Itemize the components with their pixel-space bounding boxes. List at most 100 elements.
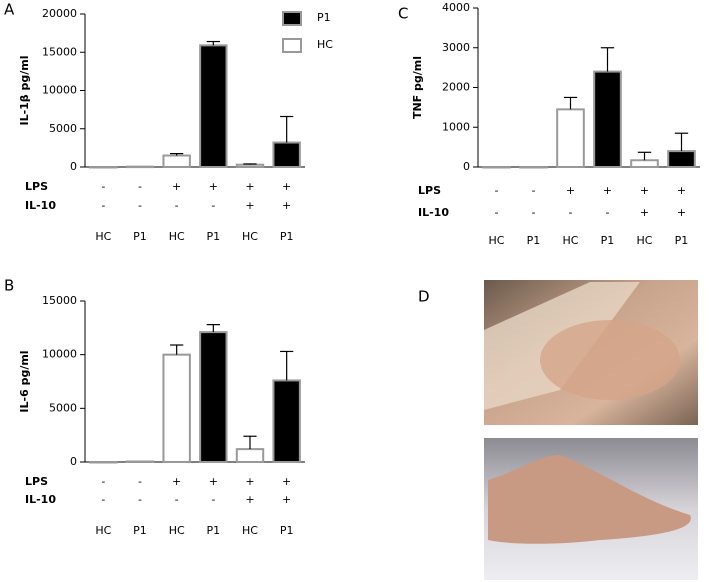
condition-value: + (245, 493, 254, 506)
condition-label: IL-10 (25, 199, 56, 212)
y-tick-label: 0 (70, 455, 77, 468)
condition-value: - (495, 206, 499, 219)
error-bar (206, 324, 220, 333)
error-bar (243, 435, 257, 450)
condition-label: LPS (418, 184, 441, 197)
y-tick-label: 5000 (49, 401, 77, 414)
condition-value: + (677, 206, 686, 219)
x-tick-label: P1 (133, 524, 147, 537)
condition-value: + (282, 180, 291, 193)
bar (199, 44, 228, 169)
error-bar (600, 47, 615, 72)
condition-value: - (495, 184, 499, 197)
bar (482, 166, 511, 169)
y-tick-label: 10000 (42, 84, 77, 97)
y-tick-label: 20000 (42, 7, 77, 20)
bar (89, 166, 118, 169)
condition-value: + (209, 475, 218, 488)
x-tick-label: HC (95, 230, 111, 243)
y-tick-label: 15000 (42, 45, 77, 58)
photo-hands (484, 280, 698, 425)
y-axis-label: TNF pg/ml (411, 56, 424, 119)
condition-value: - (101, 493, 105, 506)
y-axis-label: IL-1β pg/ml (18, 55, 31, 125)
bar (667, 150, 696, 169)
legend-swatch (282, 11, 302, 26)
x-tick-label: HC (489, 234, 505, 247)
bar (162, 353, 191, 463)
condition-value: - (175, 493, 179, 506)
bar (593, 70, 622, 168)
panel-label: D (418, 288, 430, 306)
bar (199, 331, 228, 464)
x-tick-label: HC (637, 234, 653, 247)
condition-label: IL-10 (25, 493, 56, 506)
bar (272, 379, 301, 463)
y-tick-label: 4000 (442, 1, 470, 14)
y-tick-label: 0 (70, 160, 77, 173)
condition-value: - (138, 180, 142, 193)
y-tick-label: 2000 (442, 81, 470, 94)
legend-label: HC (317, 38, 333, 51)
error-bar (243, 163, 257, 165)
error-bar (280, 350, 294, 381)
condition-label: IL-10 (418, 206, 449, 219)
x-tick-label: P1 (207, 230, 221, 243)
y-tick-label: 0 (463, 160, 470, 173)
photo-foot (484, 438, 698, 580)
condition-value: - (569, 206, 573, 219)
y-tick-label: 15000 (42, 294, 77, 307)
condition-value: + (245, 475, 254, 488)
condition-value: - (532, 206, 536, 219)
bar (89, 461, 118, 464)
condition-value: - (138, 493, 142, 506)
x-tick-label: HC (169, 524, 185, 537)
bar (272, 141, 301, 169)
y-tick-label: 5000 (49, 122, 77, 135)
x-tick-label: P1 (207, 524, 221, 537)
bar (556, 108, 585, 169)
condition-value: + (603, 184, 612, 197)
condition-value: + (566, 184, 575, 197)
error-bar (637, 151, 652, 161)
error-bar (206, 40, 220, 46)
condition-value: - (211, 493, 215, 506)
y-axis-label: IL-6 pg/ml (18, 350, 31, 412)
bar (125, 165, 155, 169)
condition-value: + (282, 199, 291, 212)
error-bar (170, 344, 184, 355)
x-tick-label: P1 (601, 234, 615, 247)
bar (235, 163, 265, 169)
x-tick-label: HC (563, 234, 579, 247)
panel-label: C (398, 5, 408, 23)
condition-value: + (245, 180, 254, 193)
y-tick-label: 3000 (442, 41, 470, 54)
x-tick-label: HC (242, 524, 258, 537)
x-tick-label: P1 (527, 234, 541, 247)
condition-value: - (101, 199, 105, 212)
x-tick-label: HC (242, 230, 258, 243)
x-tick-label: P1 (280, 230, 294, 243)
error-bar (280, 115, 294, 143)
condition-value: - (606, 206, 610, 219)
condition-value: - (101, 475, 105, 488)
condition-value: - (175, 199, 179, 212)
panel-label: B (4, 277, 14, 295)
bar (519, 166, 548, 169)
x-tick-label: P1 (675, 234, 689, 247)
x-tick-label: HC (95, 524, 111, 537)
panel-label: A (4, 1, 15, 19)
bar (630, 159, 659, 168)
condition-value: + (245, 199, 254, 212)
condition-value: - (532, 184, 536, 197)
error-bar (674, 132, 689, 152)
condition-value: + (282, 475, 291, 488)
condition-value: + (640, 184, 649, 197)
x-tick-label: P1 (133, 230, 147, 243)
x-tick-label: P1 (280, 524, 294, 537)
condition-value: + (172, 180, 181, 193)
legend-swatch (282, 38, 302, 53)
legend-label: P1 (317, 11, 331, 24)
bar (235, 448, 265, 463)
